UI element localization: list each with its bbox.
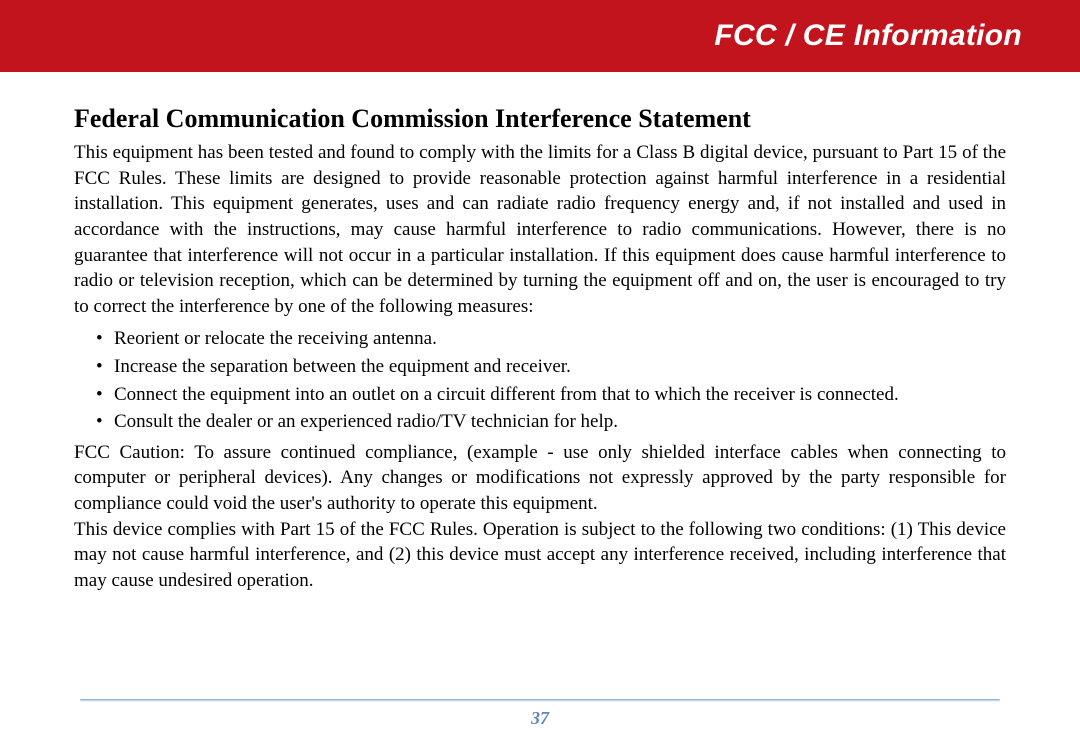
- caution-paragraph: FCC Caution: To assure continued complia…: [74, 440, 1006, 517]
- content-area: Federal Communication Commission Interfe…: [0, 72, 1080, 747]
- section-heading: Federal Communication Commission Interfe…: [74, 104, 1006, 134]
- bullet-list: Reorient or relocate the receiving anten…: [74, 325, 1006, 435]
- footer: 37: [0, 699, 1080, 729]
- list-item: Reorient or relocate the receiving anten…: [96, 325, 1006, 353]
- compliance-paragraph: This device complies with Part 15 of the…: [74, 517, 1006, 594]
- page: FCC / CE Information Federal Communicati…: [0, 0, 1080, 747]
- list-item: Consult the dealer or an experienced rad…: [96, 408, 1006, 436]
- list-item: Connect the equipment into an outlet on …: [96, 381, 1006, 409]
- header-title: FCC / CE Information: [714, 19, 1022, 53]
- list-item: Increase the separation between the equi…: [96, 353, 1006, 381]
- page-number: 37: [0, 708, 1080, 729]
- intro-paragraph: This equipment has been tested and found…: [74, 140, 1006, 319]
- footer-rule: [80, 699, 1000, 702]
- header-band: FCC / CE Information: [0, 0, 1080, 72]
